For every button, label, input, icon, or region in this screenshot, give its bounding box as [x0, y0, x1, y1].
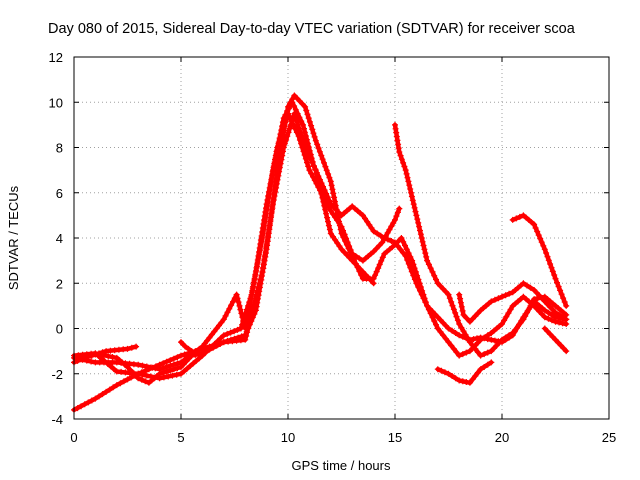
- series-line-track-5: [93, 111, 376, 386]
- tick-layer: 0 5 10 15 20 25 -4 -2 0 2 4 6 8 10 12: [49, 50, 617, 445]
- y-axis-label: SDTVAR / TECUs: [6, 185, 21, 290]
- y-tick-label-4: 4: [56, 231, 63, 246]
- series-track-6: [392, 121, 570, 359]
- series-line-track-7: [456, 281, 569, 324]
- series-markers-track-7: [456, 280, 570, 325]
- y-tick-label-8: 12: [49, 50, 63, 65]
- x-tick-label-1: 5: [177, 430, 184, 445]
- x-tick-label-2: 10: [281, 430, 295, 445]
- y-tick-label-5: 6: [56, 186, 63, 201]
- series-layer: [71, 92, 570, 413]
- x-axis-label: GPS time / hours: [292, 458, 391, 473]
- series-markers-track-11: [178, 339, 195, 355]
- series-markers-track-10: [541, 325, 570, 355]
- series-track-8: [509, 212, 570, 309]
- x-tick-label-4: 20: [495, 430, 509, 445]
- y-tick-label-3: 2: [56, 276, 63, 291]
- chart-title: Day 080 of 2015, Sidereal Day-to-day VTE…: [48, 21, 576, 37]
- x-tick-label-0: 0: [70, 430, 77, 445]
- x-tick-label-5: 25: [602, 430, 616, 445]
- y-tick-label-2: 0: [56, 322, 63, 337]
- series-line-track-3: [71, 100, 569, 381]
- series-track-3: [71, 99, 570, 382]
- series-markers-track-3: [71, 99, 570, 382]
- series-markers-track-4: [71, 110, 403, 373]
- y-tick-label-6: 8: [56, 141, 63, 156]
- y-tick-label-1: -2: [51, 367, 63, 382]
- series-track-11: [178, 339, 195, 355]
- series-markers-track-6: [392, 121, 570, 359]
- series-markers-track-5: [92, 110, 377, 386]
- series-markers-track-8: [509, 212, 570, 309]
- series-markers-track-9: [434, 359, 495, 386]
- series-track-10: [541, 325, 570, 355]
- y-tick-label-0: -4: [51, 412, 63, 427]
- series-track-7: [456, 280, 570, 325]
- series-track-9: [434, 359, 495, 386]
- series-track-5: [92, 110, 377, 386]
- y-tick-label-7: 10: [49, 95, 63, 110]
- series-track-4: [71, 110, 403, 373]
- x-tick-label-3: 15: [388, 430, 402, 445]
